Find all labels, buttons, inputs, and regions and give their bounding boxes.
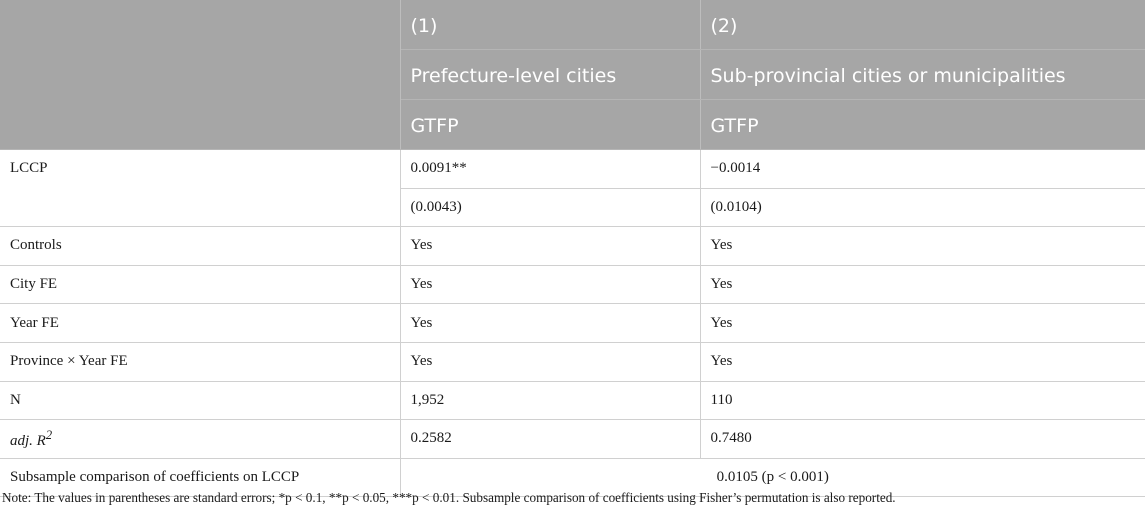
table-row: (0.0043) (0.0104) [0, 187, 1145, 228]
col2-number: (2) [700, 0, 1145, 50]
adj-r2-col2: 0.7480 [699, 419, 1145, 459]
header-blank-cell [0, 99, 401, 150]
controls-col1: Yes [399, 226, 701, 266]
table-row: Year FE Yes Yes [0, 303, 1145, 343]
table-row: Subsample comparison of coefficients on … [0, 457, 1145, 498]
header-row-numbers: (1) (2) [0, 0, 1145, 50]
col2-dv: GTFP [700, 99, 1145, 150]
lccp-se-col2: (0.0104) [699, 187, 1145, 228]
header-blank-cell [0, 0, 401, 50]
lccp-se-col1: (0.0043) [400, 187, 701, 228]
table-row: City FE Yes Yes [0, 264, 1145, 305]
table-row: Province × Year FE Yes Yes [0, 341, 1145, 382]
controls-col2: Yes [699, 226, 1145, 266]
row-label-lccp: LCCP [0, 148, 401, 228]
regression-table: (1) (2) Prefecture-level cities Sub-prov… [0, 0, 1145, 498]
n-col2: 110 [699, 380, 1145, 421]
subsample-value: 0.0105 (p < 0.001) [399, 457, 1145, 498]
row-label-province-year-fe: Province × Year FE [0, 341, 401, 382]
col1-number: (1) [400, 0, 701, 50]
table-note: Note: The values in parentheses are stan… [2, 490, 896, 505]
province-year-fe-col2: Yes [699, 341, 1145, 382]
col1-group: Prefecture-level cities [400, 49, 701, 100]
n-col1: 1,952 [399, 380, 701, 421]
table-header: (1) (2) Prefecture-level cities Sub-prov… [0, 0, 1145, 150]
table-body: LCCP 0.0091** −0.0014 (0.0043) (0.0104) … [0, 148, 1145, 498]
adj-r2-superscript: 2 [45, 427, 53, 442]
row-label-n: N [0, 380, 401, 421]
adj-r2-col1: 0.2582 [399, 419, 701, 459]
year-fe-col2: Yes [699, 303, 1145, 343]
col2-group: Sub-provincial cities or municipalities [700, 49, 1145, 100]
col1-dv: GTFP [400, 99, 701, 150]
province-year-fe-col1: Yes [399, 341, 701, 382]
row-label-city-fe: City FE [0, 264, 401, 305]
lccp-coef-col1: 0.0091** [399, 149, 701, 189]
adj-r2-label: adj. R [10, 432, 46, 449]
row-label-subsample: Subsample comparison of coefficients on … [0, 457, 401, 498]
table-row: N 1,952 110 [0, 380, 1145, 421]
table-row: adj. R2 0.2582 0.7480 [0, 419, 1145, 459]
city-fe-col2: Yes [699, 264, 1145, 305]
row-label-controls: Controls [0, 226, 401, 266]
row-label-year-fe: Year FE [0, 303, 401, 343]
header-row-groups: Prefecture-level cities Sub-provincial c… [0, 49, 1145, 100]
table-row: LCCP 0.0091** −0.0014 [0, 148, 1145, 228]
row-label-adj-r2: adj. R2 [0, 419, 401, 459]
header-blank-cell [0, 49, 401, 100]
header-row-dv: GTFP GTFP [0, 99, 1145, 150]
city-fe-col1: Yes [399, 264, 701, 305]
year-fe-col1: Yes [399, 303, 701, 343]
table-row: Controls Yes Yes [0, 226, 1145, 266]
lccp-coef-col2: −0.0014 [699, 149, 1145, 189]
